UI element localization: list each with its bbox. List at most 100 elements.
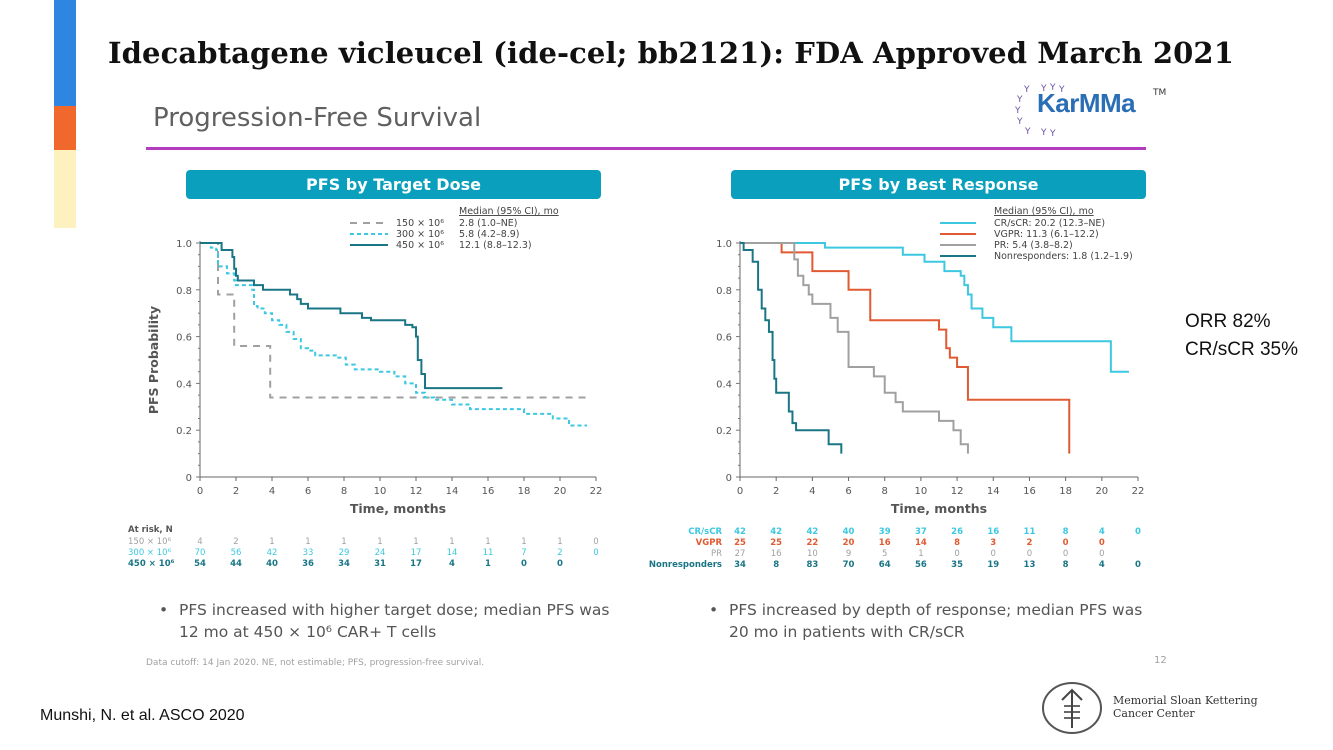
at-risk-value: 25 [734,538,746,548]
at-risk-value: 8 [954,538,960,548]
x-tick-label: 18 [1059,486,1072,497]
at-risk-value: 56 [231,548,242,558]
km-chart-target-dose: 0 2 4 6 8 10 12 14 16 18 20 2200.20.40.60.81.0Time,… [128,206,603,569]
at-risk-value: 10 [807,549,818,559]
at-risk-value: 16 [987,527,999,537]
institution-name: Memorial Sloan Kettering Cancer Center [1113,694,1258,720]
y-tick-label: 0.6 [176,333,192,344]
accent-bar-yellow [54,150,76,228]
legend-label: 300 × 10⁶ [396,229,444,240]
at-risk-value: 2 [557,548,562,558]
mskcc-emblem-icon [1042,682,1102,734]
at-risk-value: 34 [734,560,746,570]
at-risk-value: 14 [915,538,927,548]
at-risk-value: 2 [1026,538,1032,548]
at-risk-value: 19 [987,560,999,570]
at-risk-value: 0 [1063,538,1069,548]
at-risk-row-label: CR/sCR [688,527,722,537]
x-axis-label: Time, months [891,501,987,516]
km-curve-nonresponders [740,242,843,454]
at-risk-value: 1 [449,537,454,547]
at-risk-value: 0 [521,559,527,569]
at-risk-value: 1 [485,559,491,569]
svg-text:Y: Y [1040,84,1047,94]
at-risk-value: 0 [593,548,598,558]
x-axis-label: Time, months [350,501,446,516]
svg-text:Y: Y [1015,106,1021,116]
at-risk-value: 24 [375,548,386,558]
x-tick-label: 4 [809,486,815,497]
institution-line: Memorial Sloan Kettering [1113,694,1258,707]
at-risk-value: 1 [521,537,526,547]
title-divider [146,147,1146,150]
slide-title: Idecabtagene vicleucel (ide-cel; bb2121)… [108,36,1234,70]
legend-label: PR: 5.4 (3.8–8.2) [994,240,1073,251]
x-tick-label: 16 [1023,486,1036,497]
x-tick-label: 14 [987,486,1000,497]
x-tick-label: 20 [1095,486,1108,497]
at-risk-row-label: 300 × 10⁶ [128,548,172,558]
km-curve-pr [740,242,969,454]
x-tick-label: 20 [554,486,567,497]
x-tick-label: 22 [590,486,603,497]
cr-rate-text: CR/sCR 35% [1185,339,1298,360]
at-risk-value: 16 [771,549,782,559]
y-tick-label: 0.4 [716,379,732,390]
at-risk-value: 42 [734,527,746,537]
at-risk-value: 64 [879,560,891,570]
x-tick-label: 10 [374,486,387,497]
svg-text:Y: Y [1016,117,1023,127]
at-risk-value: 1 [269,537,274,547]
at-risk-value: 35 [951,560,963,570]
y-tick-label: 0 [186,473,192,484]
at-risk-value: 0 [557,559,563,569]
y-tick-label: 0 [726,473,732,484]
x-tick-label: 0 [737,486,743,497]
y-tick-label: 0.6 [716,333,732,344]
at-risk-value: 54 [194,559,206,569]
svg-text:Y: Y [1040,128,1047,138]
at-risk-value: 13 [1024,560,1036,570]
at-risk-row-label: VGPR [696,538,723,548]
at-risk-row-label: 450 × 10⁶ [128,559,175,569]
at-risk-value: 8 [1063,527,1069,537]
at-risk-value: 37 [915,527,927,537]
at-risk-value: 1 [485,537,490,547]
at-risk-value: 42 [267,548,278,558]
svg-text:Y: Y [1049,129,1056,138]
at-risk-value: 4 [197,537,202,547]
at-risk-value: 9 [846,549,851,559]
bullet-line: PFS increased by depth of response; medi… [729,601,1143,619]
y-tick-label: 0.2 [716,426,732,437]
at-risk-value: 25 [770,538,782,548]
at-risk-value: 42 [806,527,818,537]
x-tick-label: 22 [1132,486,1145,497]
at-risk-value: 40 [266,559,278,569]
trademark-mark: TM [1153,88,1167,98]
at-risk-value: 3 [990,538,996,548]
y-tick-label: 0.8 [176,286,192,297]
footnote: Data cutoff: 14 Jan 2020. NE, not estima… [146,658,485,668]
bullet-line: 12 mo at 450 × 10⁶ CAR+ T cells [179,623,437,641]
legend-header: Median (95% CI), mo [459,206,559,217]
at-risk-value: 2 [233,537,238,547]
at-risk-row-label: Nonresponders [649,560,722,570]
accent-bar-blue [54,0,76,106]
legend-label: 150 × 10⁶ [396,218,444,229]
orr-text: ORR 82% [1185,311,1271,332]
km-curve-300-10- [200,242,587,427]
at-risk-value: 70 [195,548,206,558]
at-risk-row-label: PR [711,549,722,559]
svg-text:Y: Y [1016,95,1023,105]
at-risk-value: 31 [374,559,386,569]
page-number: 12 [1154,655,1167,666]
y-tick-label: 1.0 [716,239,732,250]
at-risk-value: 1 [305,537,310,547]
x-tick-label: 4 [269,486,275,497]
at-risk-value: 17 [410,559,422,569]
x-tick-label: 6 [305,486,311,497]
at-risk-value: 39 [879,527,891,537]
y-tick-label: 0.8 [716,286,732,297]
at-risk-value: 8 [1063,560,1069,570]
